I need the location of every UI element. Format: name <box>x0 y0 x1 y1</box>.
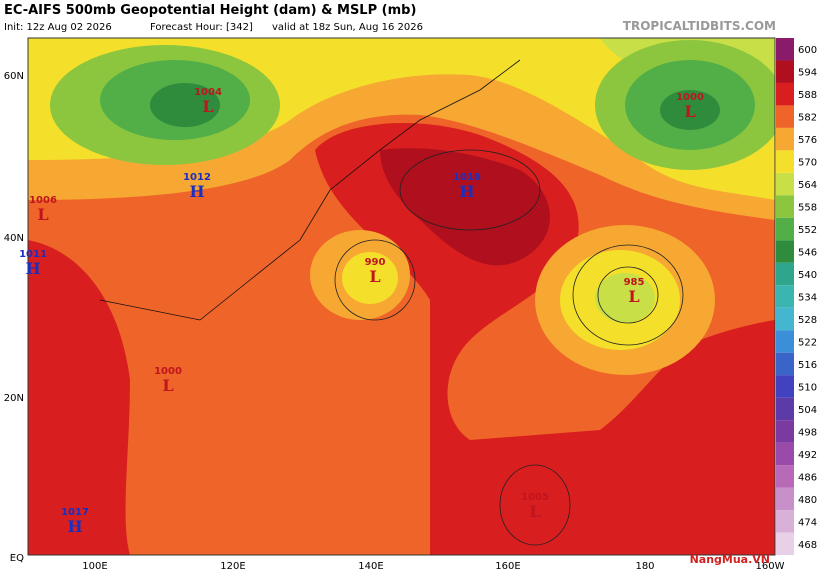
center-pressure: 1011 <box>19 249 47 260</box>
colorbar-label: 486 <box>798 472 817 483</box>
colorbar-swatch <box>776 307 794 331</box>
init: Init: 12z Aug 02 2026 <box>4 22 112 33</box>
colorbar-swatch <box>776 82 794 106</box>
title: EC-AIFS 500mb Geopotential Height (dam) … <box>4 3 416 18</box>
colorbar-swatch <box>776 532 794 555</box>
center-pressure: 1018 <box>453 172 481 183</box>
lon-label: 180 <box>635 561 654 572</box>
colorbar-swatch <box>776 150 794 173</box>
colorbar-swatch <box>776 127 794 151</box>
colorbar-swatch <box>776 172 794 196</box>
colorbar-label: 474 <box>798 517 817 528</box>
center-kind: H <box>67 517 82 536</box>
colorbar-swatch <box>776 510 794 533</box>
colorbar-label: 540 <box>798 270 817 281</box>
colorbar-swatch <box>776 487 794 511</box>
center-kind: L <box>202 97 213 116</box>
lon-label: 100E <box>82 561 107 572</box>
center-pressure: 1005 <box>521 492 549 503</box>
colorbar-swatch <box>776 285 794 308</box>
lon-label: 140E <box>358 561 383 572</box>
center-kind: L <box>628 287 639 306</box>
colorbar-swatch <box>776 60 794 83</box>
lat-label: 40N <box>4 233 24 244</box>
colorbar-label: 594 <box>798 68 817 79</box>
colorbar-label: 516 <box>798 360 817 371</box>
colorbar-swatch <box>776 352 794 376</box>
center-kind: L <box>369 267 380 286</box>
colorbar-label: 576 <box>798 135 817 146</box>
colorbar-swatch <box>776 420 794 443</box>
lon-label: 160W <box>756 561 785 572</box>
watermark: NangMua.VN <box>690 553 770 566</box>
center-pressure: 985 <box>624 277 645 288</box>
colorbar-label: 600 <box>798 45 817 56</box>
center-kind: L <box>529 502 540 521</box>
map-fill <box>27 37 776 556</box>
center-pressure: 1012 <box>183 172 211 183</box>
center-pressure: 990 <box>365 257 386 268</box>
colorbar-swatch <box>776 217 794 241</box>
colorbar-swatch <box>776 262 794 286</box>
colorbar-label: 582 <box>798 113 817 124</box>
colorbar-swatch <box>776 195 794 218</box>
colorbar-swatch <box>776 375 794 398</box>
colorbar-label: 510 <box>798 382 817 393</box>
colorbar-label: 498 <box>798 427 817 438</box>
colorbar-label: 546 <box>798 248 817 259</box>
colorbar-label: 492 <box>798 450 817 461</box>
center-pressure: 1000 <box>154 366 182 377</box>
colorbar-swatch <box>776 442 794 466</box>
valid-time: valid at 18z Sun, Aug 16 2026 <box>272 22 423 33</box>
center-pressure: 1017 <box>61 507 89 518</box>
colorbar-swatch <box>776 397 794 421</box>
colorbar-label: 534 <box>798 293 817 304</box>
center-pressure: 1000 <box>676 92 704 103</box>
center-kind: H <box>459 182 474 201</box>
lat-label: 60N <box>4 71 24 82</box>
center-kind: L <box>684 102 695 121</box>
lon-label: 160E <box>495 561 520 572</box>
center-kind: H <box>25 259 40 278</box>
forecast-hour: Forecast Hour: [342] <box>150 22 253 33</box>
colorbar-swatch <box>776 105 794 128</box>
colorbar-swatch <box>776 240 794 263</box>
colorbar-swatch <box>776 465 794 488</box>
colorbar-label: 522 <box>798 337 817 348</box>
colorbar-label: 528 <box>798 315 817 326</box>
colorbar-label: 558 <box>798 203 817 214</box>
center-kind: H <box>189 182 204 201</box>
colorbar-label: 552 <box>798 225 817 236</box>
center-pressure: 1006 <box>29 195 57 206</box>
lat-label: 20N <box>4 393 24 404</box>
colorbar-label: 504 <box>798 405 817 416</box>
brand: TROPICALTIDBITS.COM <box>623 19 776 33</box>
colorbar-swatch <box>776 38 794 61</box>
colorbar-label: 564 <box>798 180 817 191</box>
colorbar-label: 570 <box>798 158 817 169</box>
center-pressure: 1004 <box>194 87 222 98</box>
lat-label: EQ <box>10 553 24 564</box>
lon-label: 120E <box>220 561 245 572</box>
colorbar-label: 588 <box>798 90 817 101</box>
colorbar-swatch <box>776 330 794 353</box>
colorbar-label: 480 <box>798 495 817 506</box>
colorbar-label: 468 <box>798 540 817 551</box>
center-kind: L <box>162 376 173 395</box>
center-kind: L <box>37 205 48 224</box>
